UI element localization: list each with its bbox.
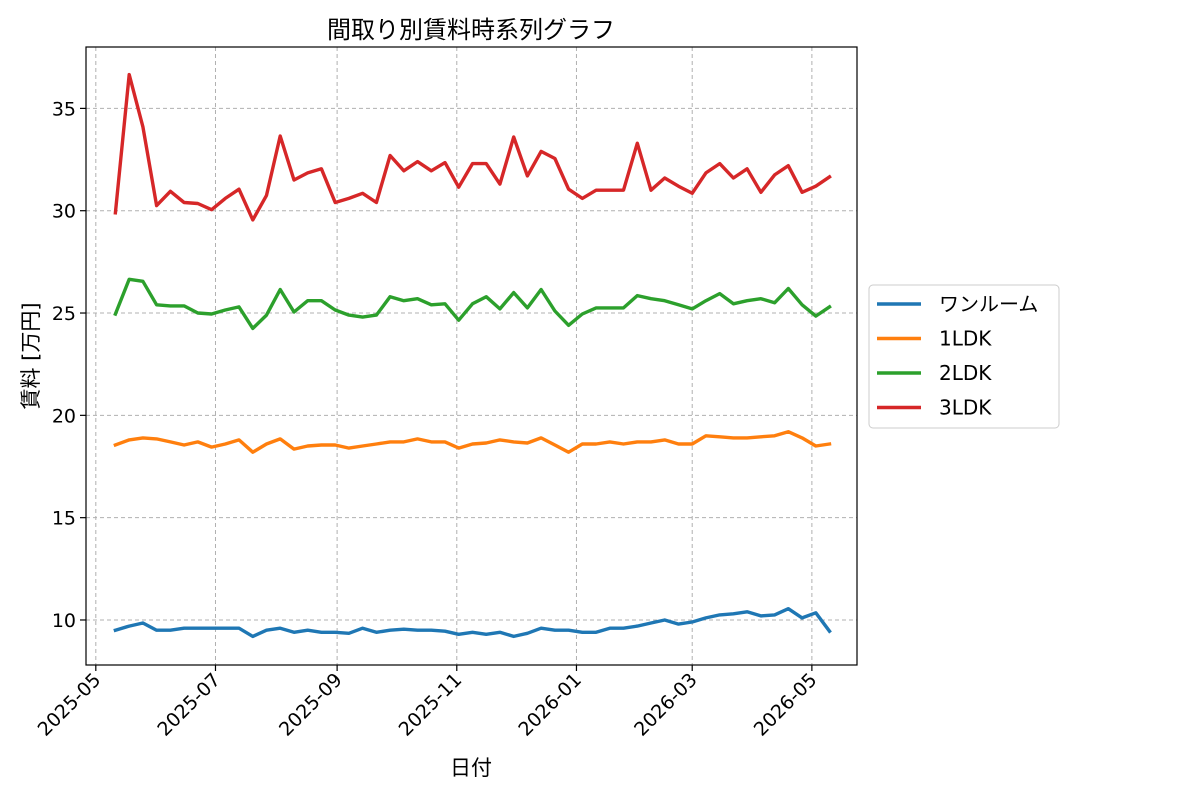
y-tick-label: 20: [52, 405, 76, 427]
series-layer: [113, 72, 832, 639]
y-tick-label: 10: [52, 610, 76, 632]
series-line-4: [113, 72, 832, 222]
y-tick-label: 25: [52, 303, 76, 325]
chart-title: 間取り別賃料時系列グラフ: [327, 16, 615, 44]
x-axis-label: 日付: [450, 756, 492, 780]
series-line-3: [113, 277, 832, 331]
x-tick-label: 2025-07: [153, 669, 225, 741]
y-tick-label: 35: [52, 98, 76, 120]
grid-layer: [86, 47, 857, 665]
x-tick-label: 2025-05: [34, 669, 106, 741]
series-line-1: [113, 607, 832, 639]
legend-label: 1LDK: [939, 327, 992, 351]
x-tick-label: 2025-11: [395, 669, 467, 741]
x-tick-label: 2026-03: [630, 669, 702, 741]
x-tick-label: 2026-05: [750, 669, 822, 741]
legend-label: 3LDK: [939, 396, 992, 420]
legend: ワンルーム 1LDK 2LDK 3LDK: [868, 284, 1060, 429]
legend-items: ワンルーム 1LDK 2LDK 3LDK: [877, 292, 1038, 420]
series-line-2: [113, 430, 832, 454]
legend-label: ワンルーム: [939, 292, 1038, 316]
x-tick-label: 2025-09: [275, 669, 347, 741]
plot-frame: [85, 46, 858, 666]
y-tick-label: 30: [52, 201, 76, 223]
legend-label: 2LDK: [939, 361, 992, 385]
tick-layer: 10 15 20 25 30 35 2025-05 2025-07 2025-09 2025-11…: [34, 98, 822, 740]
y-axis-label: 賃料 [万円]: [19, 302, 43, 409]
legend-box: [868, 284, 1060, 429]
x-tick-label: 2026-01: [514, 669, 586, 741]
y-tick-label: 15: [52, 508, 76, 530]
